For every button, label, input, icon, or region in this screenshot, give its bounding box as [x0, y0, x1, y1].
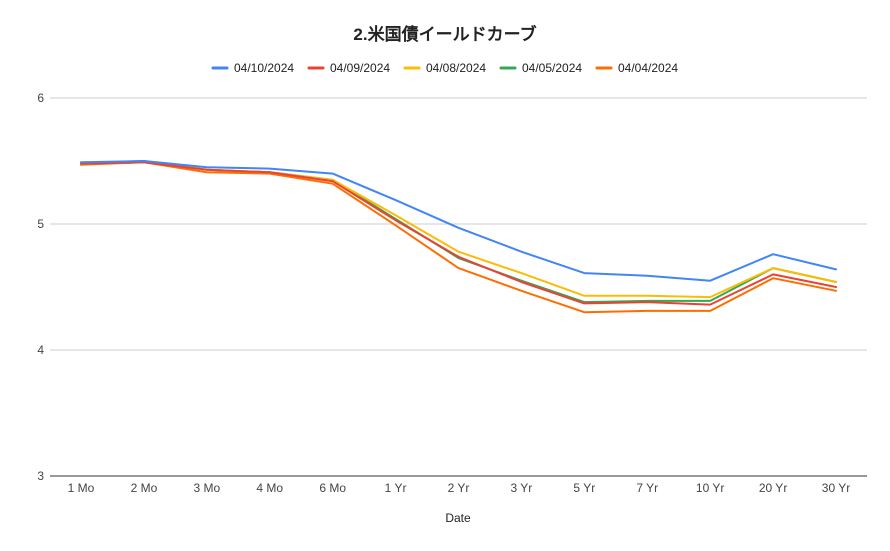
x-tick-label: 4 Mo: [256, 481, 283, 495]
x-tick-label: 1 Mo: [68, 481, 95, 495]
x-tick-label: 2 Mo: [131, 481, 158, 495]
legend-item[interactable]: 04/09/2024: [307, 61, 390, 75]
series-line: [80, 160, 837, 282]
y-axis-ticks: 3 4 5 6: [37, 91, 44, 483]
series-lines: [80, 160, 837, 314]
gridlines: [50, 97, 867, 477]
x-tick-label: 3 Mo: [193, 481, 220, 495]
legend-item[interactable]: 04/10/2024: [211, 61, 294, 75]
x-tick-label: 10 Yr: [696, 481, 724, 495]
legend-item[interactable]: 04/04/2024: [595, 61, 678, 75]
series-line: [80, 160, 837, 304]
legend-label: 04/04/2024: [618, 61, 678, 75]
legend-label: 04/09/2024: [330, 61, 390, 75]
y-tick-label: 5: [37, 217, 44, 231]
x-tick-label: 30 Yr: [822, 481, 850, 495]
chart-title: 2.米国債イールドカーブ: [353, 24, 536, 44]
legend-item[interactable]: 04/08/2024: [403, 61, 486, 75]
series-line: [80, 161, 837, 314]
x-tick-label: 6 Mo: [319, 481, 346, 495]
x-tick-label: 7 Yr: [636, 481, 658, 495]
x-axis-ticks: 1 Mo 2 Mo 3 Mo 4 Mo 6 Mo 1 Yr 2 Yr 3 Yr 5 Yr 7 Yr…: [68, 481, 851, 495]
legend-label: 04/08/2024: [426, 61, 486, 75]
legend-label: 04/10/2024: [234, 61, 294, 75]
y-tick-label: 4: [37, 343, 44, 357]
x-tick-label: 20 Yr: [759, 481, 787, 495]
series-line: [80, 160, 837, 299]
series-line: [80, 161, 837, 306]
x-tick-label: 3 Yr: [511, 481, 533, 495]
legend-label: 04/05/2024: [522, 61, 582, 75]
legend-item[interactable]: 04/05/2024: [499, 61, 582, 75]
legend: 04/10/2024 04/09/2024 04/08/2024 04/05/2024…: [211, 61, 678, 75]
x-axis-label: Date: [445, 511, 471, 525]
x-tick-label: 1 Yr: [385, 481, 407, 495]
y-tick-label: 3: [37, 469, 44, 483]
x-tick-label: 5 Yr: [573, 481, 595, 495]
x-tick-label: 2 Yr: [448, 481, 470, 495]
y-tick-label: 6: [37, 91, 44, 105]
